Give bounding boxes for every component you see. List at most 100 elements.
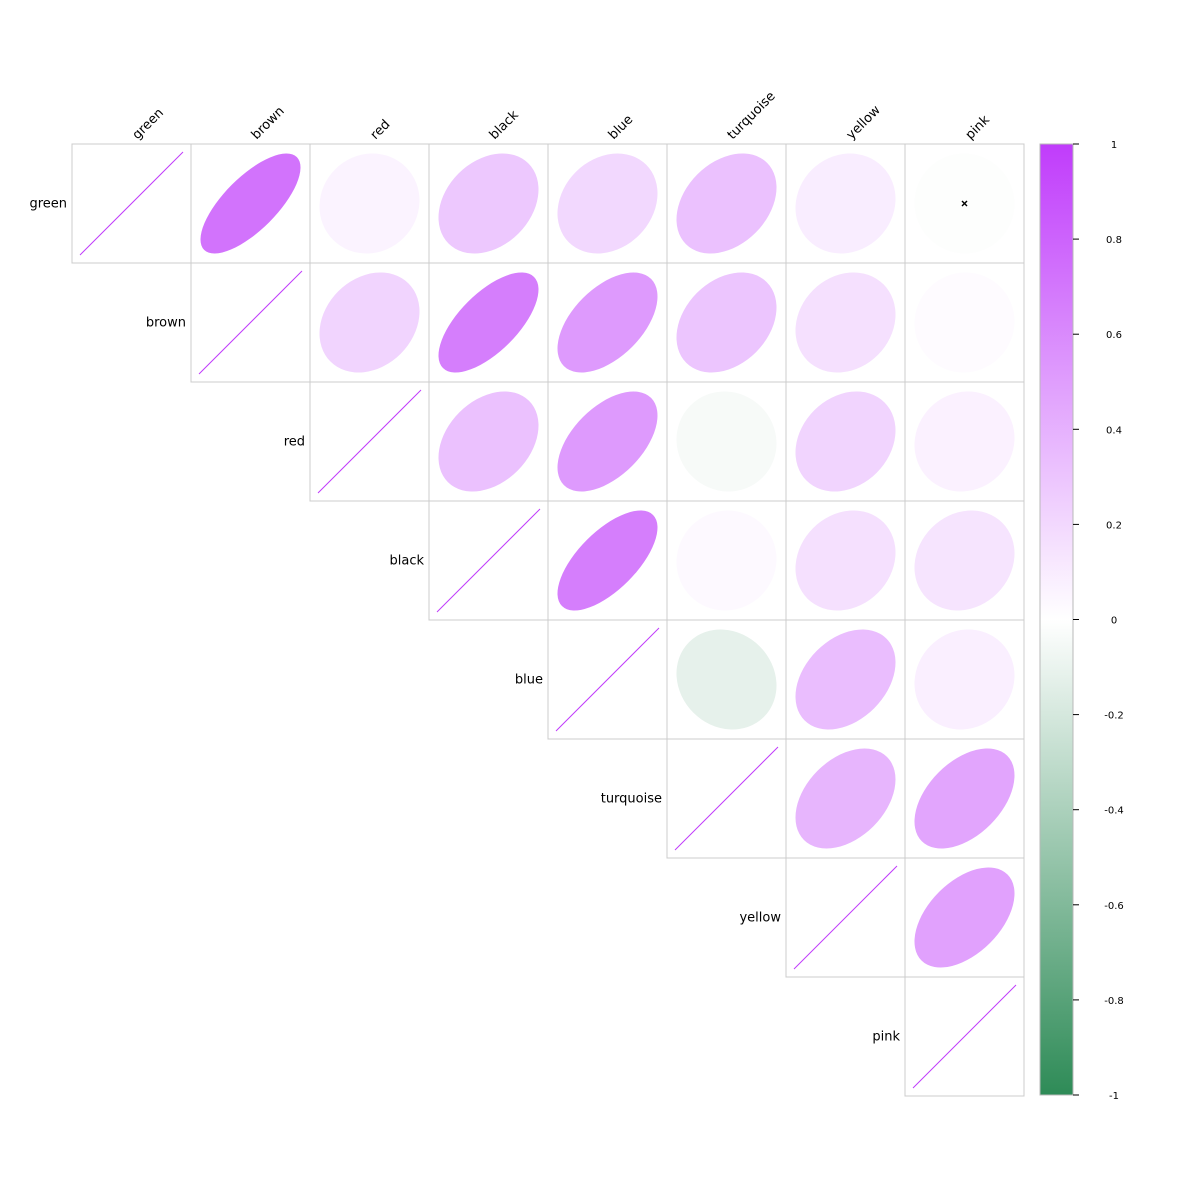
cell-brown-pink <box>904 262 1025 383</box>
cell-black-blue <box>547 500 668 621</box>
colorbar-tick-label: -0.2 <box>1104 711 1124 722</box>
cell-blue-pink <box>904 619 1025 740</box>
correlation-ellipse <box>914 391 1015 492</box>
correlation-ellipse <box>319 153 420 254</box>
diagonal-line <box>436 508 541 613</box>
colorbar: 1 0.8 0.6 0.4 0.2 0 -0.2 -0.4 -0.6 -0.8 -1 <box>1039 140 1124 1102</box>
colorbar-tick-label: 0.6 <box>1106 330 1122 341</box>
correlation-ellipse <box>557 272 658 373</box>
colorbar-tick-label: -0.8 <box>1104 996 1124 1007</box>
cell-red-blue <box>547 381 668 502</box>
insignificant-mark <box>961 200 968 207</box>
cell-green-brown <box>190 143 311 264</box>
correlation-ellipse <box>557 391 658 492</box>
column-label-red: red <box>368 117 394 143</box>
diagonal-line <box>198 270 303 375</box>
correlation-ellipse <box>200 153 301 254</box>
cell-green-red <box>309 143 430 264</box>
colorbar-tick: 0.4 <box>1073 425 1122 436</box>
diagonal-line <box>79 151 184 256</box>
cell-yellow-pink <box>904 857 1025 978</box>
cell-green-yellow <box>785 143 906 264</box>
cell-black-yellow <box>785 500 906 621</box>
cell-green-blue <box>547 143 668 264</box>
colorbar-tick-label: 0 <box>1111 616 1117 627</box>
correlation-ellipse <box>795 510 896 611</box>
colorbar-tick: 0.2 <box>1073 520 1122 531</box>
column-label-pink: pink <box>963 112 993 142</box>
correlation-ellipse <box>914 272 1015 373</box>
cell-turquoise-turquoise <box>666 738 787 859</box>
correlation-ellipse <box>676 391 777 492</box>
matrix-cells <box>71 143 1025 1097</box>
cell-brown-blue <box>547 262 668 383</box>
colorbar-tick-label: 0.8 <box>1106 235 1122 246</box>
cell-red-pink <box>904 381 1025 502</box>
cell-black-pink <box>904 500 1025 621</box>
colorbar-tick: -1 <box>1073 1091 1119 1102</box>
diagonal-line <box>317 389 422 494</box>
cell-green-black <box>428 143 549 264</box>
cell-red-red <box>309 381 430 502</box>
correlation-ellipse <box>795 272 896 373</box>
cell-brown-turquoise <box>666 262 787 383</box>
cell-blue-yellow <box>785 619 906 740</box>
correlation-ellipse <box>438 272 539 373</box>
colorbar-tick-label: 0.4 <box>1106 425 1122 436</box>
correlation-ellipse <box>914 510 1015 611</box>
correlation-ellipse <box>676 272 777 373</box>
correlation-ellipse <box>557 510 658 611</box>
correlation-ellipse <box>319 272 420 373</box>
colorbar-tick: 0 <box>1073 616 1117 627</box>
correlation-ellipse <box>557 153 658 254</box>
correlation-ellipse <box>914 629 1015 730</box>
cell-green-green <box>71 143 192 264</box>
colorbar-tick: -0.2 <box>1073 711 1124 722</box>
colorbar-tick: -0.8 <box>1073 996 1124 1007</box>
row-label-blue: blue <box>515 673 543 688</box>
cell-pink-pink <box>904 976 1025 1097</box>
colorbar-tick-label: -0.6 <box>1104 901 1124 912</box>
correlation-ellipse <box>795 748 896 849</box>
row-label-turquoise: turquoise <box>601 792 662 807</box>
cell-black-black <box>428 500 549 621</box>
colorbar-tick: 0.8 <box>1073 235 1122 246</box>
column-label-blue: blue <box>606 112 636 142</box>
colorbar-gradient <box>1039 143 1074 1096</box>
cell-black-turquoise <box>666 500 787 621</box>
cell-brown-black <box>428 262 549 383</box>
correlation-ellipse <box>795 629 896 730</box>
colorbar-tick: 0.6 <box>1073 330 1122 341</box>
column-label-green: green <box>130 106 167 143</box>
correlation-ellipse <box>676 629 777 730</box>
row-label-brown: brown <box>146 316 186 331</box>
colorbar-tick-label: 0.2 <box>1106 520 1122 531</box>
colorbar-tick-label: 1 <box>1111 140 1117 151</box>
cell-red-yellow <box>785 381 906 502</box>
diagonal-line <box>674 746 779 851</box>
correlation-ellipse <box>914 867 1015 968</box>
cell-blue-turquoise <box>666 619 787 740</box>
colorbar-tick-label: -1 <box>1109 1091 1119 1102</box>
diagonal-line <box>912 984 1017 1089</box>
correlation-ellipse <box>914 748 1015 849</box>
correlation-ellipse <box>795 391 896 492</box>
cell-blue-blue <box>547 619 668 740</box>
cell-red-turquoise <box>666 381 787 502</box>
colorbar-tick: 1 <box>1073 140 1117 151</box>
cell-green-turquoise <box>666 143 787 264</box>
row-label-yellow: yellow <box>739 911 781 926</box>
colorbar-tick: -0.6 <box>1073 901 1124 912</box>
column-label-yellow: yellow <box>844 103 884 143</box>
diagonal-line <box>793 865 898 970</box>
correlation-ellipse <box>676 153 777 254</box>
correlation-ellipse <box>438 153 539 254</box>
cell-yellow-yellow <box>785 857 906 978</box>
cell-brown-yellow <box>785 262 906 383</box>
row-label-pink: pink <box>872 1030 900 1045</box>
cell-turquoise-yellow <box>785 738 906 859</box>
row-label-black: black <box>389 554 424 569</box>
row-label-red: red <box>284 435 305 450</box>
cell-red-black <box>428 381 549 502</box>
